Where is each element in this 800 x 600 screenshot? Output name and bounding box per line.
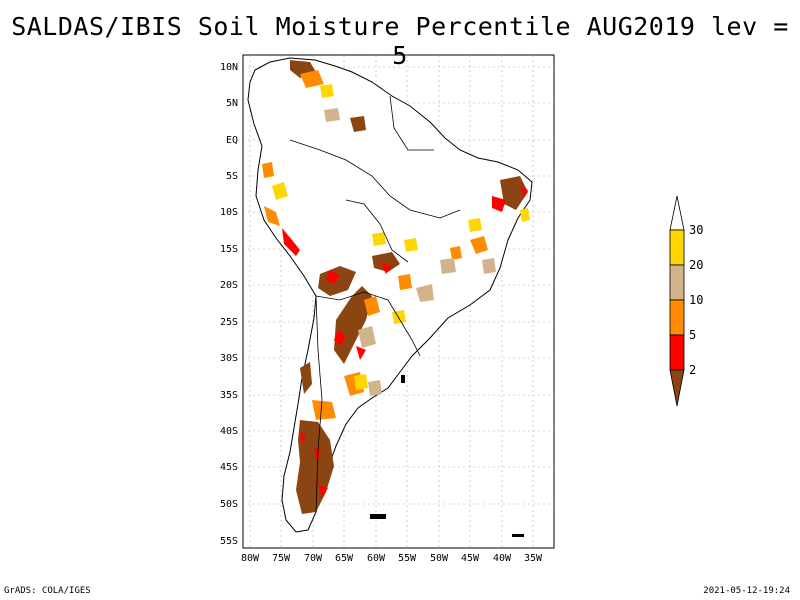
legend-level-label: 30 [689,223,703,237]
legend-level-label: 20 [689,258,703,272]
lon-label: 60W [367,553,386,564]
footer-credit: GrADS: COLA/IGES [4,586,91,596]
legend-level-label: 2 [689,363,696,377]
map-title: SALDAS/IBIS Soil Moisture Percentile AUG… [11,12,789,70]
lon-label: 45W [461,553,480,564]
lat-label: 10S [220,207,238,218]
legend-above-30-cap [669,195,685,231]
lat-label: 5S [226,171,238,182]
footer-timestamp: 2021-05-12-19:24 [703,586,790,596]
legend-level-label: 10 [689,293,703,307]
lon-label: 40W [493,553,512,564]
soil-moisture-field [247,57,533,537]
legend-level-label: 5 [689,328,696,342]
legend-2-5-swatch [669,334,685,371]
plot-frame [242,54,555,549]
lat-label: 10N [220,62,238,73]
lon-label: 50W [430,553,449,564]
south-america-outline [247,57,533,533]
lat-label: 45S [220,462,238,473]
class-5-10 [262,70,488,420]
lat-label: 5N [226,98,238,109]
class-20-30 [272,84,530,390]
class-2-5 [282,186,528,498]
lat-label: 50S [220,499,238,510]
lat-label: 30S [220,353,238,364]
lon-label: 55W [398,553,417,564]
class-10-20 [324,108,496,396]
lon-labels: 80W 75W 70W 65W 60W 55W 50W 45W 40W 35W [241,553,543,564]
lon-label: 75W [272,553,291,564]
legend-20-30-swatch [669,229,685,266]
lat-label: 25S [220,317,238,328]
legend-below-2-cap [669,369,685,407]
color-legend [669,195,685,407]
lat-label: 55S [220,536,238,547]
lon-label: 35W [524,553,543,564]
lat-label: 20S [220,280,238,291]
country-borders [289,95,461,513]
lat-labels: 10N 5N EQ 5S 10S 15S 20S 25S 30S 35S 40S… [220,62,238,547]
lat-label: 40S [220,426,238,437]
islands [370,375,524,537]
legend-labels: 2 5 10 20 30 [689,223,703,377]
lon-label: 65W [335,553,354,564]
lat-label: EQ [226,135,238,146]
lat-label: 35S [220,390,238,401]
legend-5-10-swatch [669,299,685,336]
lon-label: 70W [304,553,323,564]
lon-label: 80W [241,553,260,564]
lat-label: 15S [220,244,238,255]
legend-10-20-swatch [669,264,685,301]
